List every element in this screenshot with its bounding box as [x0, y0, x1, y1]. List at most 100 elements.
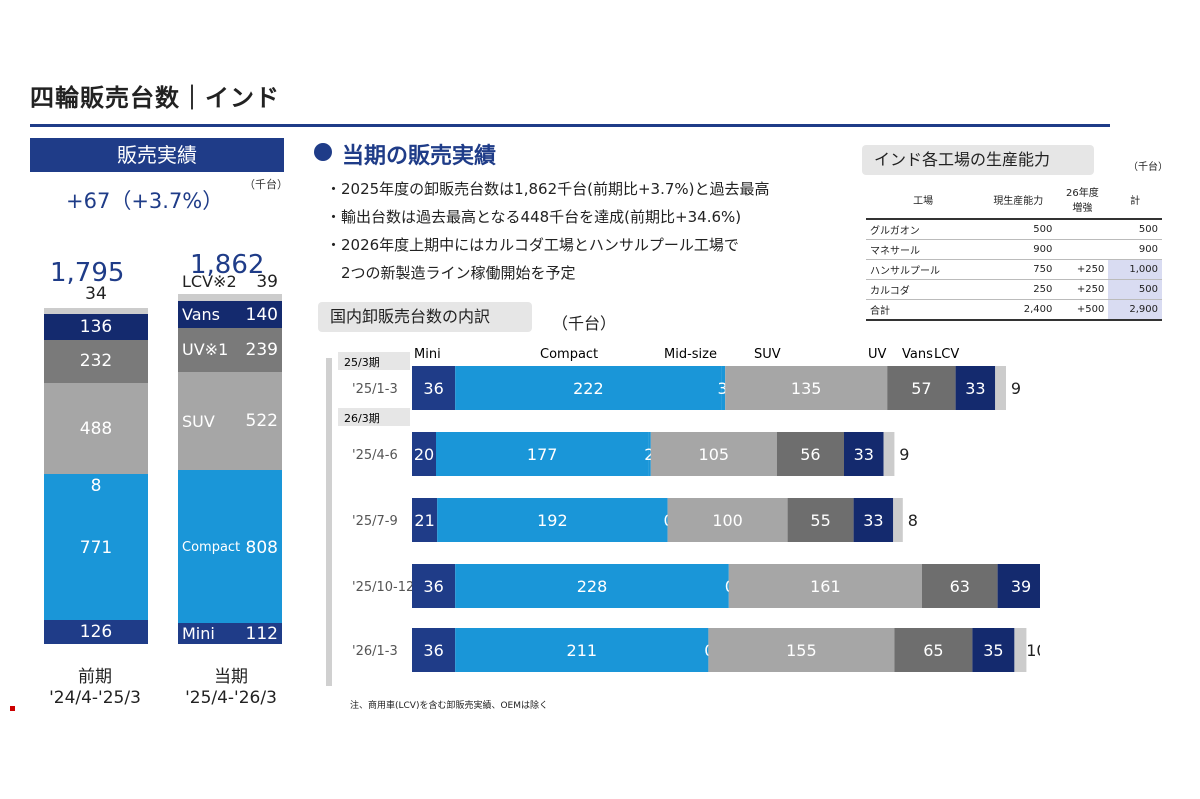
bar-seg: [844, 432, 884, 476]
bar-value: 222: [573, 379, 604, 398]
prev-seg-value: 136: [79, 316, 113, 337]
capacity-cell-plant: マネサール: [866, 239, 981, 260]
prev-seg-value: 8: [90, 476, 102, 497]
prev-seg-mid-size: 8: [44, 474, 148, 496]
bar-value: 2: [644, 445, 654, 464]
red-marker: [10, 706, 15, 711]
capacity-cell-total: 500: [1108, 219, 1162, 240]
prev-seg-mini: 126: [44, 620, 148, 644]
bar-seg: [436, 432, 649, 476]
bar-seg: [412, 366, 456, 410]
curr-seg-value: 239: [245, 339, 278, 360]
bar-seg: [887, 366, 956, 410]
curr-seg-lcv: [178, 294, 282, 302]
period-label: '25/4-6: [352, 448, 398, 463]
bar-seg: [412, 628, 456, 672]
bar-seg: [995, 366, 1006, 410]
capacity-header-add: 26年度 増強: [1056, 180, 1109, 220]
capacity-row: 合計 2,400 +500 2,900: [866, 299, 1162, 321]
yoy-delta: +67（+3.7%）: [66, 189, 224, 213]
bullet-3: ・2026年度上期中にはカルコダ工場とハンサルプール工場で: [326, 236, 739, 254]
curr-lcv-label-row: LCV※2 39: [178, 272, 282, 292]
capacity-cell-total: 2,900: [1108, 299, 1162, 321]
category-header: Mini: [414, 347, 441, 362]
curr-seg-value: 140: [245, 304, 278, 325]
title-divider: [30, 124, 1110, 127]
bar-seg: [667, 498, 788, 542]
capacity-title: インド各工場の生産能力: [862, 145, 1094, 175]
bar-value: 63: [950, 577, 970, 596]
curr-seg-uv: UV※1 239: [178, 327, 282, 373]
curr-period-label: 当期: [214, 667, 248, 687]
bar-seg: [922, 564, 998, 608]
bullet-2: ・輸出台数は過去最高となる448千台を達成(前期比+34.6%): [326, 208, 742, 226]
prev-seg-suv: 488: [44, 383, 148, 475]
bar-value: 161: [810, 577, 841, 596]
curr-seg-label: LCV※2: [182, 272, 237, 292]
capacity-cell-plant: カルコダ: [866, 279, 981, 300]
bar-value: 9: [1011, 379, 1021, 398]
bar-value: 56: [800, 445, 820, 464]
bar-value: 155: [786, 641, 817, 660]
prev-seg-uv: 232: [44, 339, 148, 383]
bar-seg: [1014, 628, 1027, 672]
bar-seg: [725, 366, 888, 410]
bar-seg: [787, 498, 854, 542]
bar-value: 10: [1026, 641, 1040, 660]
capacity-cell-add: +500: [1056, 299, 1109, 321]
period-label: '26/1-3: [352, 644, 398, 659]
period-label: '25/10-12: [352, 580, 414, 595]
capacity-row: カルコダ 250 +250 500: [866, 279, 1162, 300]
bar-value: 65: [923, 641, 943, 660]
capacity-cell-current: 250: [980, 279, 1057, 300]
prev-period-label: 前期: [78, 667, 112, 687]
bar-seg: [776, 432, 844, 476]
curr-seg-label: SUV: [182, 411, 215, 431]
bar-seg: [412, 498, 438, 542]
bar-value: 57: [911, 379, 931, 398]
capacity-row: グルガオン 500 500: [866, 219, 1162, 240]
capacity-cell-total: 1,000: [1108, 259, 1162, 280]
bar-seg: [955, 366, 996, 410]
curr-total: 1,862: [190, 250, 265, 280]
bullet-4: 2つの新製造ライン稼働開始を予定: [326, 264, 576, 282]
bar-value: 33: [854, 445, 874, 464]
category-header: UV: [868, 347, 887, 362]
sales-performance-header: 販売実績: [30, 138, 284, 172]
capacity-header-plant: 工場: [866, 180, 981, 220]
capacity-cell-add: +250: [1056, 279, 1109, 300]
curr-seg-suv: SUV 522: [178, 372, 282, 470]
bar-value: 192: [537, 511, 568, 530]
bar-value: 3: [718, 379, 728, 398]
capacity-cell-plant: グルガオン: [866, 219, 981, 240]
capacity-table: 工場 現生産能力 26年度 増強 計 グルガオン 500 500 マネサール 900 90…: [866, 180, 1162, 321]
bar-value: 105: [699, 445, 730, 464]
bar-value: 211: [567, 641, 598, 660]
prev-seg-value: 771: [79, 538, 113, 559]
bar-value: 228: [577, 577, 608, 596]
curr-period-range: '25/4-'26/3: [185, 688, 277, 708]
capacity-cell-current: 500: [980, 219, 1057, 240]
prev-seg-compact: 771: [44, 476, 148, 621]
left-unit-label: （千台）: [244, 178, 288, 191]
bar-seg: [455, 366, 722, 410]
prev-total: 1,795: [50, 258, 125, 288]
bar-value: 33: [965, 379, 985, 398]
section-bullet-icon: [314, 143, 332, 161]
fy-label-25: 25/3期: [344, 356, 380, 369]
bar-value: 21: [414, 511, 434, 530]
section-title: 当期の販売実績: [342, 144, 497, 169]
bar-seg: [708, 628, 895, 672]
bar-value: 33: [863, 511, 883, 530]
bar-seg: [893, 498, 903, 542]
curr-seg-compact: Compact 808: [178, 471, 282, 624]
fy-label-26: 26/3期: [344, 412, 380, 425]
capacity-cell-add: +250: [1056, 259, 1109, 280]
bar-seg: [972, 628, 1015, 672]
period-label: '25/1-3: [352, 382, 398, 397]
period-frame: [326, 358, 332, 686]
category-header: Mid-size: [664, 347, 717, 362]
bar-seg: [728, 564, 922, 608]
curr-seg-label: Compact: [182, 540, 241, 555]
capacity-cell-current: 2,400: [980, 299, 1057, 321]
